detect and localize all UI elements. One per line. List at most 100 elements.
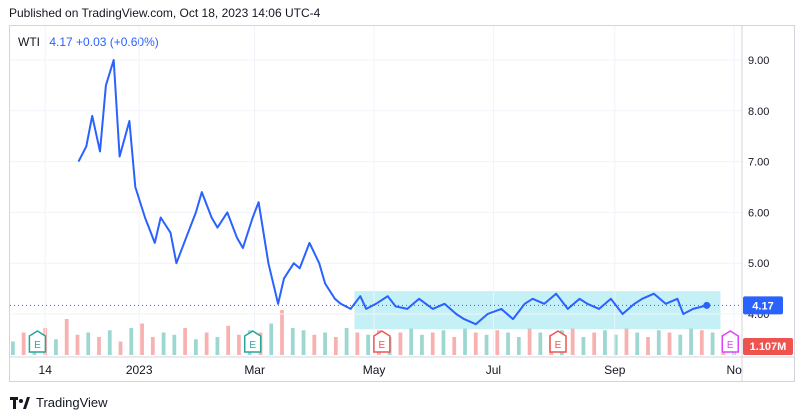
last-price-label: 4.17 [752,300,773,312]
last-price-point [703,301,711,309]
price-line-layer [10,59,742,326]
published-header: Published on TradingView.com, Oct 18, 20… [9,6,321,20]
volume-bar [463,328,467,355]
volume-bar [667,332,672,355]
earnings-marker-shape [721,330,740,353]
earnings-marker-shape [549,330,567,353]
volume-bar [581,337,586,355]
volume-bar [75,334,80,355]
volume-bar [194,339,198,355]
volume-bar [323,332,327,355]
volume-bar [420,334,424,355]
volume-bar [538,332,543,355]
volume-layer [11,310,737,355]
volume-bar [118,341,123,355]
highlight-band [354,291,721,330]
x-tick-label: 2023 [126,363,153,377]
volume-bar [527,328,532,355]
volume-badge [743,338,793,355]
volume-bar [430,332,435,355]
x-tick-label: No [726,363,742,377]
x-tick-label: 14 [39,363,53,377]
volume-bar [678,334,683,355]
volume-bar [269,323,274,355]
legend-change: +0.03 (+0.60%) [76,35,159,49]
volume-bar [21,332,26,355]
volume-bar [613,334,618,355]
legend-symbol[interactable]: WTI [18,35,40,49]
volume-bar [86,332,91,355]
volume-bar [237,334,241,355]
volume-bar [161,332,166,355]
volume-bar [473,332,478,355]
volume-bar [398,332,403,355]
y-tick-label: 7.00 [748,157,769,169]
earnings-marker: E [243,330,262,353]
x-tick-label: May [363,363,386,377]
volume-bar [344,328,349,355]
grid-layer [10,26,742,357]
volume-bar [129,328,134,355]
volume-bar [635,332,640,355]
y-tick-label: 5.00 [748,258,769,270]
footer-brand: TradingView [36,395,108,410]
price-series-line [77,59,708,326]
earnings-marker: E [721,330,740,353]
volume-bar [592,332,597,355]
volume-bar [495,330,500,355]
earnings-marker-shape [373,330,391,353]
volume-bar [603,330,607,355]
volume-bar [215,337,220,355]
earnings-marker: E [373,330,391,353]
chart-frame [9,25,795,382]
volume-bar [452,337,457,355]
y-tick-label: 8.00 [748,106,769,118]
volume-bar [64,319,69,355]
volume-label: 1.107M [750,341,787,353]
volume-bar [699,330,704,355]
volume-bar [204,332,209,355]
tradingview-logo-icon [10,396,30,409]
volume-bar [624,328,629,355]
volume-bar [441,330,446,355]
volume-bar [280,310,284,355]
earnings-marker-label: E [249,340,256,351]
earnings-marker-label: E [727,340,734,351]
chart-legend: WTI 4.17 +0.03 (+0.60%) [18,35,159,49]
volume-bar [646,337,650,355]
volume-bar [570,328,575,355]
earnings-marker: E [28,330,47,353]
earnings-marker-label: E [555,340,562,351]
volume-bar [290,328,295,355]
earnings-marker: E [549,330,567,353]
x-tick-label: Jul [486,363,501,377]
volume-bar [97,337,101,355]
y-tick-label: 6.00 [748,207,769,219]
legend-price: 4.17 [49,35,73,49]
earnings-marker-label: E [379,340,386,351]
volume-bar [366,334,371,355]
x-tick-label: Sep [604,363,626,377]
volume-bar [516,337,521,355]
volume-bar [710,332,715,355]
volume-bar [172,334,177,355]
volume-bar [506,332,510,355]
volume-bar [107,330,112,355]
highlight-band-layer [354,291,721,330]
volume-bar [333,337,338,355]
volume-bar [312,334,317,355]
volume-bar [301,330,306,355]
earnings-marker-shape [243,330,262,353]
tradingview-footer[interactable]: TradingView [10,395,108,410]
volume-bar [11,341,15,355]
y-tick-label: 9.00 [748,55,769,67]
earnings-marker-shape [28,330,47,353]
volume-bar [484,334,489,355]
volume-bar [689,328,693,355]
volume-bar [54,339,58,355]
volume-bar [656,330,661,355]
x-tick-label: Mar [244,363,265,377]
